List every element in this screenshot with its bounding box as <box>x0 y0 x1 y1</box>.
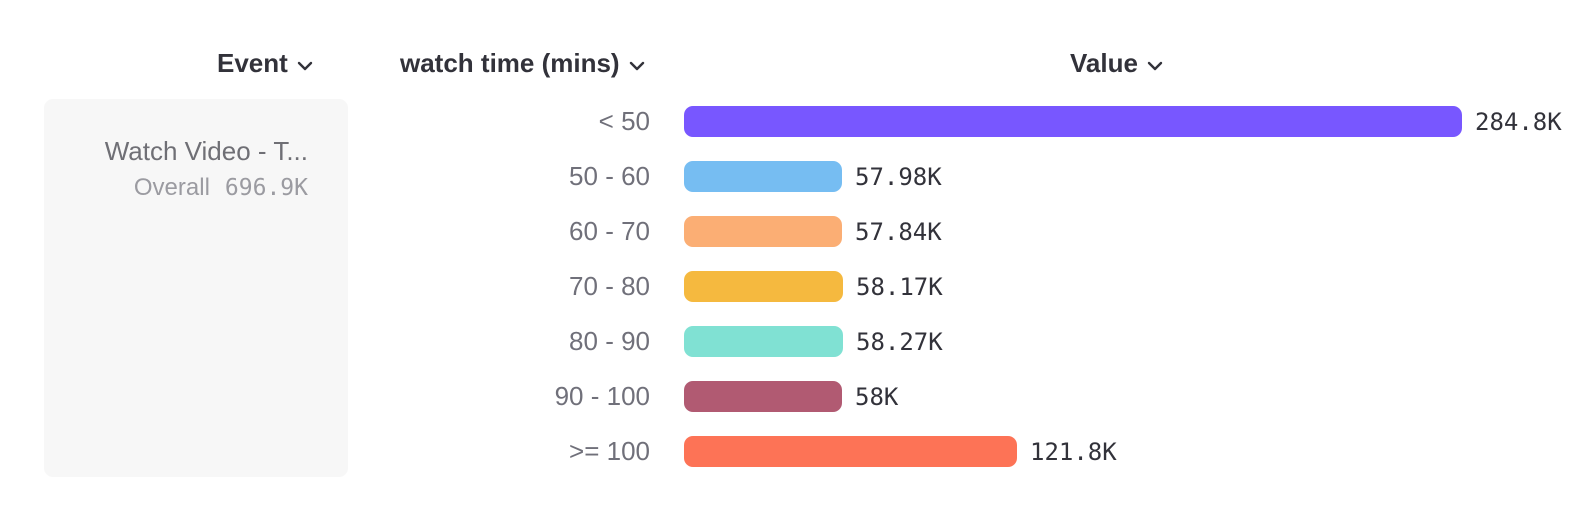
value-bar[interactable] <box>684 436 1017 467</box>
category-label: >= 100 <box>569 436 650 466</box>
chart-row: 60 - 70 57.84K <box>0 204 1592 259</box>
value-bar[interactable] <box>684 106 1462 137</box>
chevron-down-icon <box>1147 61 1163 71</box>
category-label: 60 - 70 <box>569 216 650 246</box>
chart-row: >= 100 121.8K <box>0 424 1592 479</box>
column-header-breakdown-label: watch time (mins) <box>400 48 620 78</box>
value-label: 57.84K <box>855 217 942 246</box>
chart-row: 80 - 90 58.27K <box>0 314 1592 369</box>
column-header-event[interactable]: Event <box>217 48 313 79</box>
column-header-value-label: Value <box>1070 48 1138 78</box>
category-label: 50 - 60 <box>569 161 650 191</box>
value-label: 57.98K <box>855 162 942 191</box>
category-label: 80 - 90 <box>569 326 650 356</box>
chart-row: 50 - 60 57.98K <box>0 149 1592 204</box>
value-bar[interactable] <box>684 161 842 192</box>
column-header-breakdown[interactable]: watch time (mins) <box>400 48 645 79</box>
overall-label: Overall <box>133 174 210 201</box>
chart-row: 70 - 80 58.17K <box>0 259 1592 314</box>
chevron-down-icon <box>629 61 645 71</box>
value-bar[interactable] <box>684 216 842 247</box>
chart-row: < 50 284.8K <box>0 94 1592 149</box>
value-label: 58K <box>855 382 899 411</box>
event-card-text: Watch Video - T... Overall 696.9K <box>105 135 308 202</box>
overall-value: 696.9K <box>224 175 308 201</box>
chart-row: 90 - 100 58K <box>0 369 1592 424</box>
value-label: 58.17K <box>856 272 943 301</box>
category-label: 90 - 100 <box>554 381 650 411</box>
event-card[interactable]: Watch Video - T... Overall 696.9K <box>44 99 348 477</box>
value-bar[interactable] <box>684 271 843 302</box>
value-bar[interactable] <box>684 326 843 357</box>
column-header-event-label: Event <box>217 48 288 78</box>
chevron-down-icon <box>297 61 313 71</box>
category-label: 70 - 80 <box>569 271 650 301</box>
value-bar[interactable] <box>684 381 842 412</box>
bar-chart: < 50 284.8K 50 - 60 57.98K 60 - 70 57.84K 70 -… <box>0 94 1592 479</box>
value-label: 284.8K <box>1475 107 1562 136</box>
event-overall-row: Overall 696.9K <box>105 174 308 202</box>
value-label: 58.27K <box>856 327 943 356</box>
value-label: 121.8K <box>1030 437 1117 466</box>
category-label: < 50 <box>598 106 650 136</box>
event-name: Watch Video - T... <box>104 136 308 166</box>
column-header-value[interactable]: Value <box>1070 48 1163 79</box>
